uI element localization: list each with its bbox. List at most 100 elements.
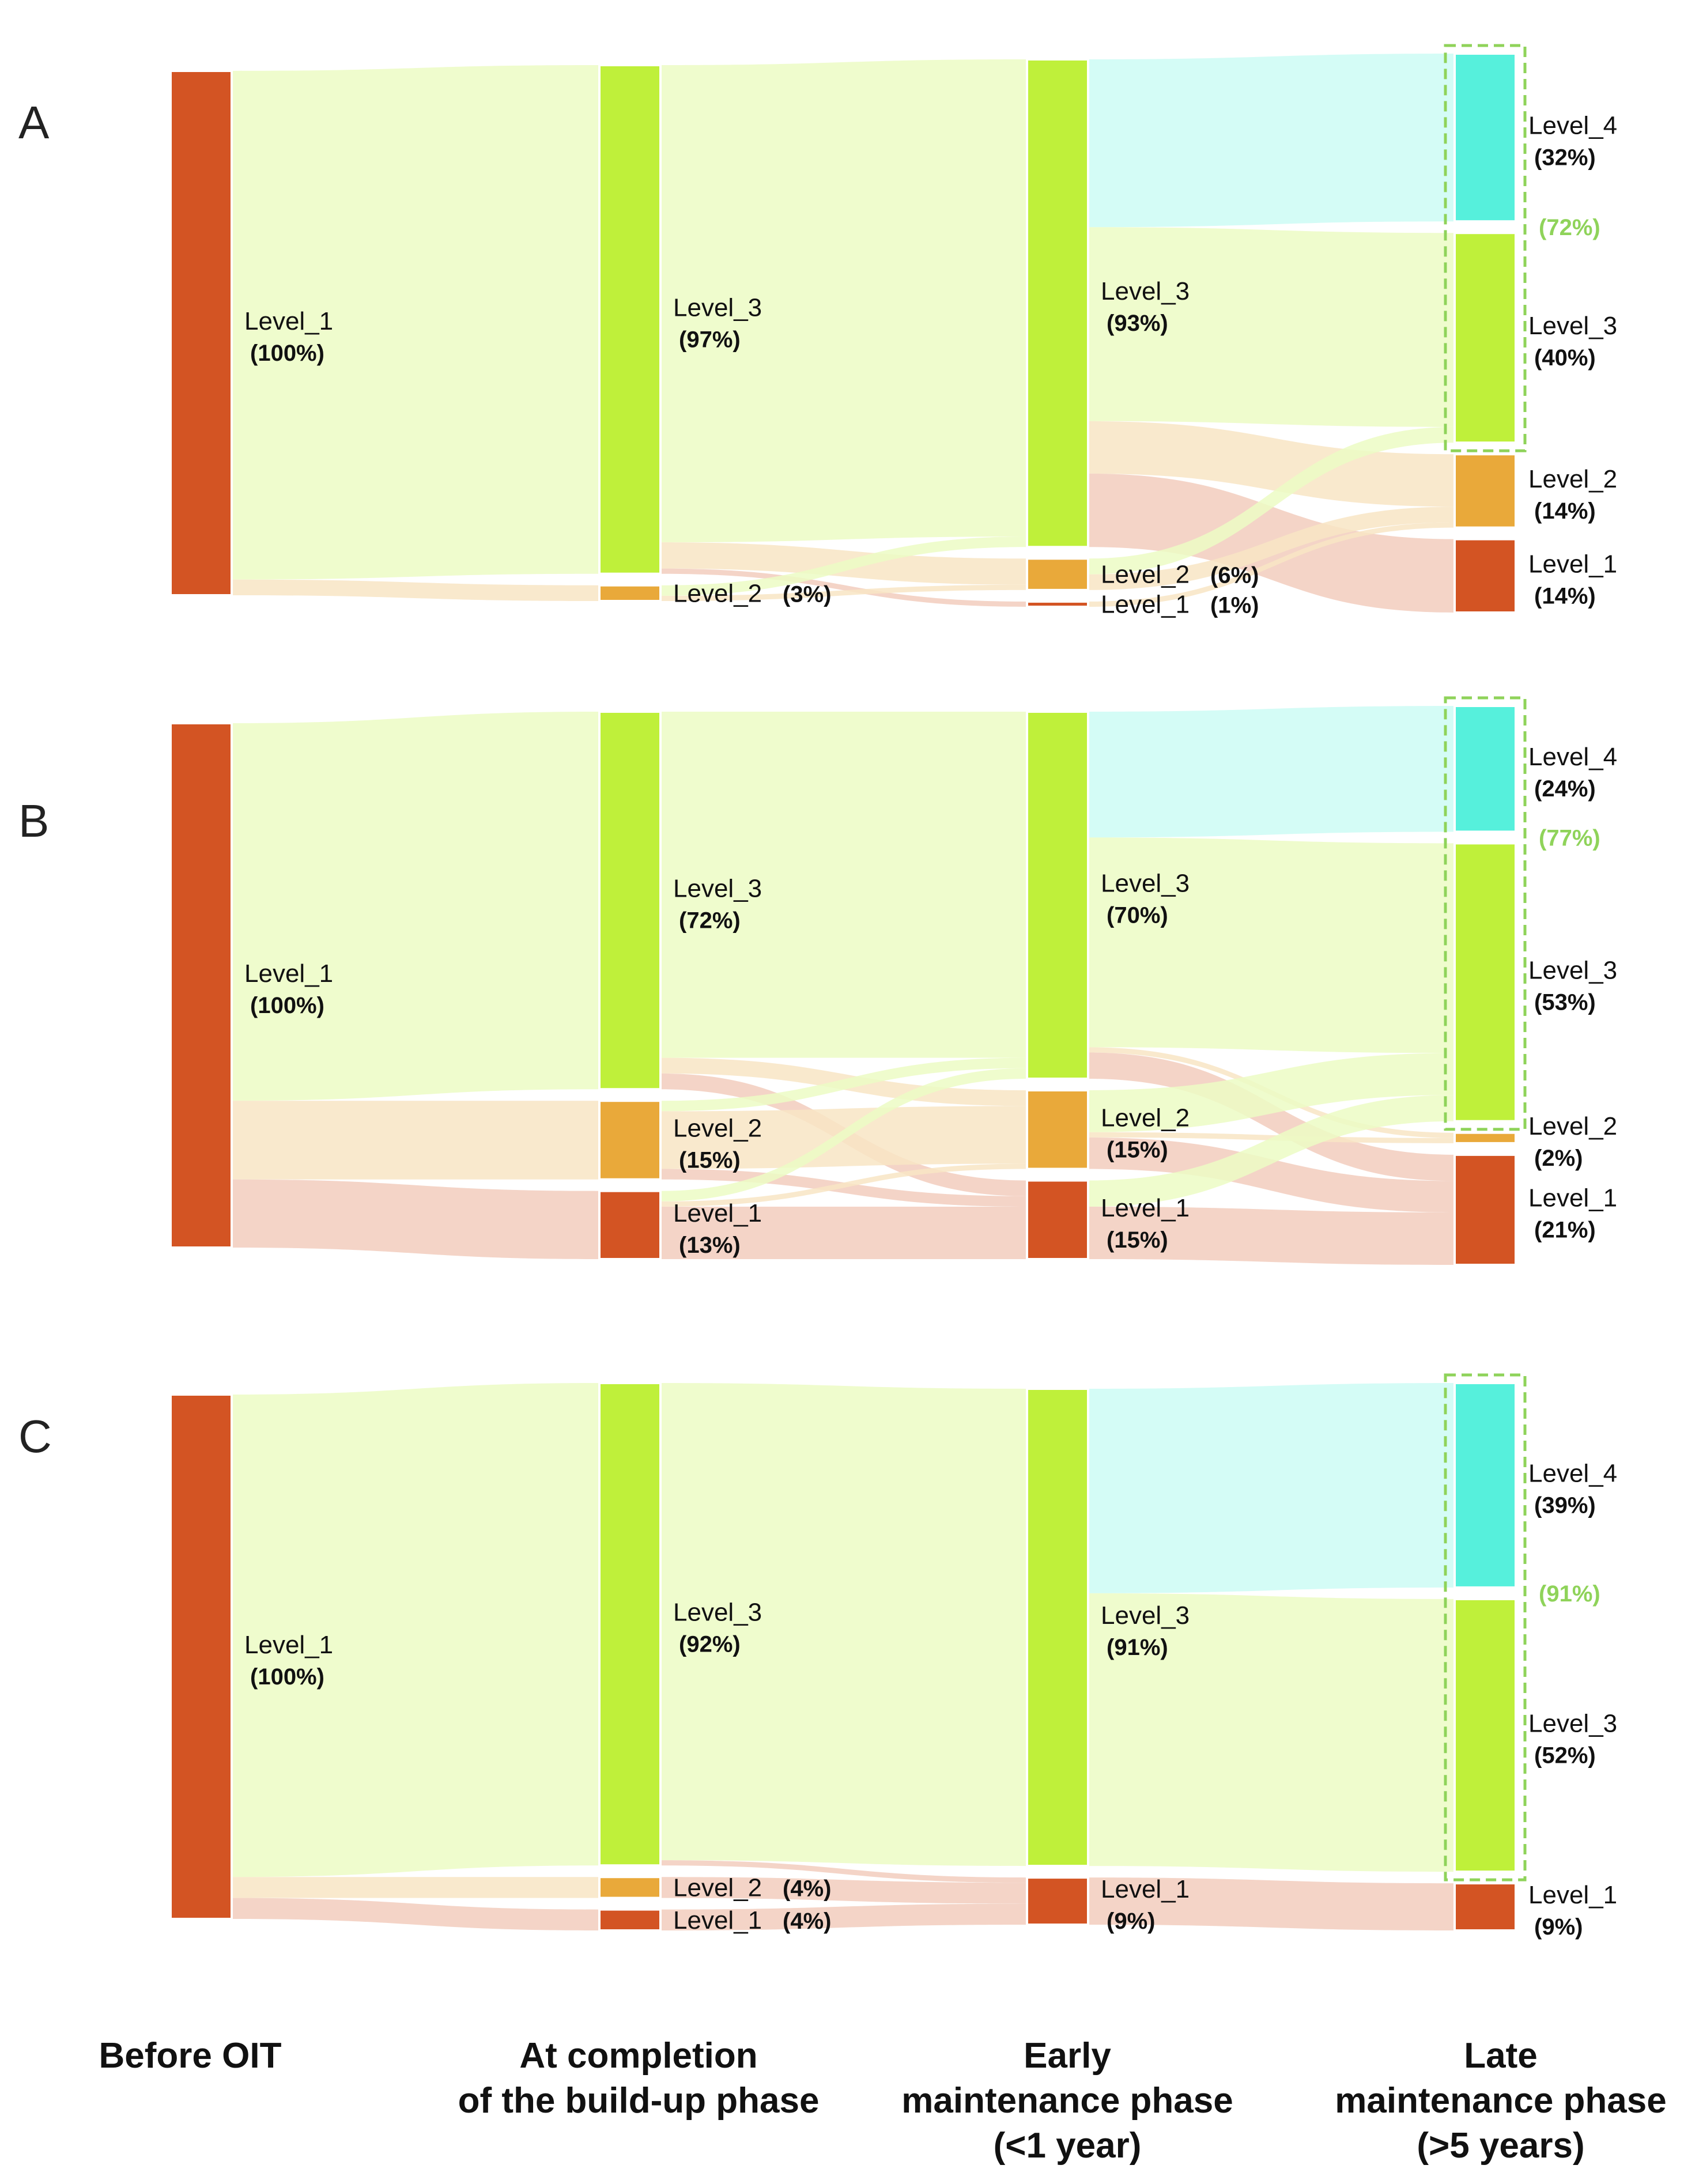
node-label: Level_4 (1528, 743, 1617, 771)
node-label: Level_2 (1101, 1104, 1190, 1132)
link-level_1-to-level_3 (1088, 1095, 1455, 1207)
node-level_3-stage2 (1026, 711, 1089, 1080)
node-level_2-stage3 (1453, 453, 1517, 529)
node-percent: (97%) (679, 327, 741, 352)
link-level_1-to-level_1 (1088, 1877, 1455, 1930)
node-percent: (14%) (1534, 498, 1596, 524)
link-level_3-to-level_3 (660, 59, 1027, 543)
link-level_3-to-level_4 (1088, 54, 1455, 228)
link-level_1-to-level_1 (1088, 1207, 1455, 1265)
link-level_2-to-level_2 (660, 584, 1027, 601)
links (232, 706, 1455, 1265)
stage-label-s2: Early maintenance phase (<1 year) (901, 2036, 1233, 2166)
panel-letter: B (18, 795, 49, 847)
node-percent: (9%) (1107, 1909, 1155, 1934)
node-level_2-stage1 (598, 1876, 662, 1899)
node-level_1-stage0 (169, 70, 233, 596)
node-label: Level_3 (673, 875, 762, 903)
stage-axis-labels: Before OIT At completion of the build-up p… (99, 2036, 1667, 2166)
node-percent: (6%) (1210, 563, 1259, 588)
panel-letter: A (18, 97, 50, 148)
node-label: Level_3 (1528, 957, 1617, 985)
node-label: Level_1 (1101, 1875, 1190, 1903)
node-level_1-stage1 (598, 1908, 662, 1932)
node-percent: (100%) (250, 341, 324, 366)
node-percent: (15%) (1107, 1137, 1168, 1162)
node-percent: (32%) (1534, 145, 1596, 171)
link-level_3-to-level_3 (660, 712, 1027, 1058)
node-level_2-stage2 (1026, 557, 1089, 591)
node-percent: (2%) (1534, 1146, 1583, 1171)
node-label: Level_1 (244, 1631, 333, 1659)
link-level_2-to-level_2 (1088, 507, 1455, 590)
node-percent: (3%) (783, 581, 831, 607)
group-total-label: (91%) (1539, 1581, 1600, 1607)
link-level_3-to-level_3 (1088, 837, 1455, 1053)
node-level_1-stage3 (1453, 538, 1517, 614)
node-percent: (52%) (1534, 1743, 1596, 1769)
node-label: Level_3 (1528, 312, 1617, 340)
node-level_2-stage2 (1026, 1089, 1089, 1170)
node-label: Level_3 (673, 293, 762, 322)
link-level_1-to-level_2 (1088, 522, 1455, 607)
node-label: Level_1 (1528, 550, 1617, 578)
node-label: Level_1 (673, 1906, 762, 1934)
node-level_3-stage1 (598, 711, 662, 1091)
link-level_2-to-level_3 (660, 536, 1027, 596)
node-percent: (72%) (679, 908, 741, 934)
group-highlight-box (1444, 1373, 1527, 1881)
node-level_4-stage3 (1453, 705, 1517, 833)
link-level_3-to-level_3 (1088, 1593, 1455, 1872)
node-label: Level_2 (673, 1114, 762, 1142)
link-level_3-to-level_3 (660, 1383, 1027, 1866)
node-level_1-stage2 (1026, 1179, 1089, 1260)
node-label: Level_1 (1528, 1881, 1617, 1909)
group-highlight-box (1444, 696, 1527, 1131)
node-label: Level_2 (673, 579, 762, 607)
link-level_2-to-level_3 (1088, 426, 1455, 575)
node-label: Level_1 (1101, 590, 1190, 618)
node-level_3-stage2 (1026, 1388, 1089, 1868)
node-label: Level_2 (673, 1873, 762, 1902)
node-level_1-stage3 (1453, 1882, 1517, 1932)
nodes: Level_1 (100%) Level_3 (97%) Level_2 (3%) Leve… (169, 52, 1617, 618)
link-level_3-to-level_1 (1088, 1052, 1455, 1181)
link-level_3-to-level_1 (660, 568, 1027, 607)
node-percent: (4%) (783, 1876, 831, 1901)
link-level_1-to-level_3 (232, 712, 599, 1101)
group-total-label: (77%) (1539, 825, 1600, 851)
node-level_3-stage1 (598, 1382, 662, 1867)
link-level_1-to-level_2 (232, 579, 599, 601)
node-percent: (100%) (250, 993, 324, 1018)
link-level_2-to-level_3 (1088, 1053, 1455, 1132)
link-level_2-to-level_1 (1088, 1137, 1455, 1212)
node-label: Level_2 (1528, 1112, 1617, 1140)
links (232, 1383, 1455, 1930)
link-level_1-to-level_3 (232, 1383, 599, 1877)
link-level_2-to-level_1 (660, 1877, 1027, 1904)
node-level_2-stage1 (598, 1099, 662, 1181)
node-level_1-stage3 (1453, 1153, 1517, 1267)
node-level_1-stage1 (598, 1189, 662, 1260)
node-label: Level_3 (673, 1599, 762, 1627)
node-percent: (15%) (1107, 1227, 1168, 1253)
link-level_1-to-level_1 (660, 1903, 1027, 1930)
node-percent: (14%) (1534, 583, 1596, 609)
stage-label-s0: Before OIT (99, 2036, 282, 2076)
node-percent: (1%) (1210, 592, 1259, 618)
link-level_3-to-level_4 (1088, 706, 1455, 838)
node-label: Level_2 (1101, 561, 1190, 589)
node-level_1-stage2 (1026, 600, 1089, 609)
link-level_1-to-level_2 (232, 1877, 599, 1898)
node-percent: (24%) (1534, 776, 1596, 802)
node-level_3-stage3 (1453, 842, 1517, 1123)
node-level_3-stage3 (1453, 1597, 1517, 1873)
node-label: Level_1 (1101, 1194, 1190, 1222)
nodes: Level_1 (100%) Level_3 (92%) Level_2 (4%) Leve… (169, 1382, 1617, 1940)
node-percent: (100%) (250, 1664, 324, 1690)
link-level_1-to-level_1 (660, 1207, 1027, 1259)
node-label: Level_2 (1528, 465, 1617, 493)
link-level_1-to-level_2 (232, 1101, 599, 1180)
